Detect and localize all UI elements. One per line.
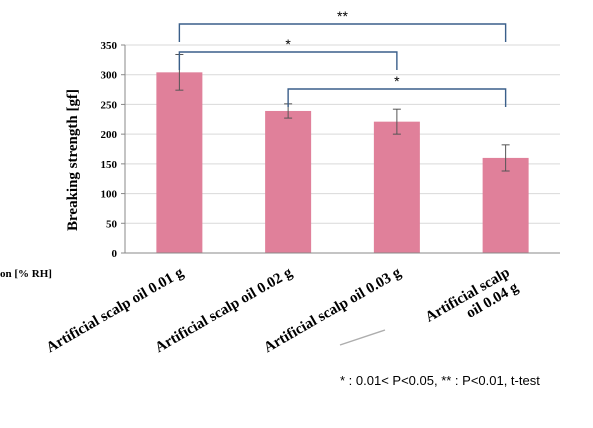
y-tick-label: 350: [101, 40, 118, 52]
significance-brackets: ****: [178, 8, 507, 107]
bar: [265, 110, 312, 253]
cut-off-axis-label: on [% RH]: [0, 268, 52, 280]
y-tick-label: 250: [101, 99, 118, 111]
footnote: * : 0.01< P<0.05, ** : P<0.01, t-test: [340, 373, 540, 388]
y-tick-label: 0: [112, 248, 118, 260]
significance-label: *: [394, 73, 400, 89]
stray-stroke: [339, 329, 386, 346]
significance-bracket: [178, 23, 507, 42]
error-bars: [175, 54, 510, 172]
y-tick-label: 150: [101, 159, 118, 171]
y-tick-label: 100: [101, 189, 118, 201]
y-tick-labels: 0 50 100 150 200 250 300 350: [101, 40, 125, 260]
significance-label: *: [285, 36, 291, 52]
y-tick-label: 200: [101, 129, 118, 141]
y-tick-label: 50: [106, 218, 118, 230]
bar: [156, 72, 203, 253]
bars: [156, 72, 529, 253]
y-tick-label: 300: [101, 70, 118, 82]
bar: [482, 157, 529, 253]
y-axis-label: Breaking strength [gf]: [65, 89, 81, 231]
bar: [373, 121, 420, 253]
significance-label: **: [337, 8, 348, 24]
significance-bracket: [178, 51, 398, 70]
significance-bracket: [287, 88, 507, 107]
